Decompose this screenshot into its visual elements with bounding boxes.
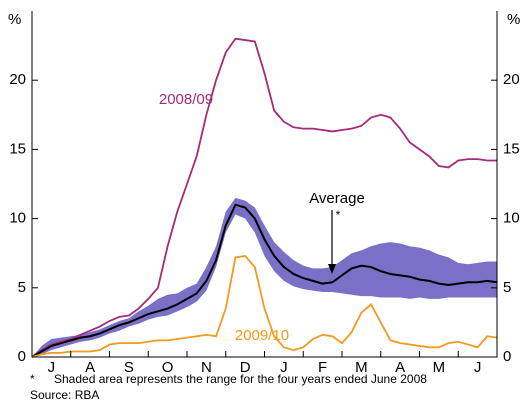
x-tick-label: N [201, 359, 212, 376]
series-label: 2008/09 [159, 91, 213, 108]
y-tick-label-right: 15 [503, 140, 520, 157]
y-tick-label-right: 5 [503, 279, 511, 296]
source: Source: RBA [30, 388, 99, 402]
x-tick-label: S [124, 359, 134, 376]
series-line [31, 255, 498, 358]
x-tick-label: M [355, 359, 368, 376]
y-tick-label-left: 20 [9, 71, 26, 88]
y-unit-left: % [8, 11, 21, 28]
x-tick-label: J [48, 359, 56, 376]
footnote: Shaded area represents the range for the… [54, 372, 427, 386]
series-line [31, 37, 497, 358]
range-band [32, 197, 497, 357]
y-tick-label-right: 10 [503, 210, 520, 227]
x-tick-label: A [85, 359, 95, 376]
y-tick-label-right: 0 [503, 348, 511, 365]
footnote-star: * [30, 372, 35, 386]
y-unit-right: % [507, 11, 520, 28]
x-tick-label: J [280, 359, 288, 376]
y-tick-label-left: 5 [18, 279, 26, 296]
x-tick-label: D [240, 359, 251, 376]
y-tick-label-right: 20 [503, 71, 520, 88]
x-tick-label: O [162, 359, 174, 376]
series-line [31, 203, 498, 358]
series-label: 2009/10 [235, 327, 289, 344]
x-tick-label: M [433, 359, 446, 376]
arrow-head [328, 264, 336, 274]
x-tick-label: A [395, 359, 405, 376]
x-tick-label: F [318, 359, 327, 376]
annotation-star: * [336, 208, 341, 222]
x-tick-label: J [474, 359, 482, 376]
series-label: Average [309, 190, 365, 207]
y-tick-label-left: 15 [9, 140, 26, 157]
y-tick-label-left: 0 [18, 348, 26, 365]
y-tick-label-left: 10 [9, 210, 26, 227]
